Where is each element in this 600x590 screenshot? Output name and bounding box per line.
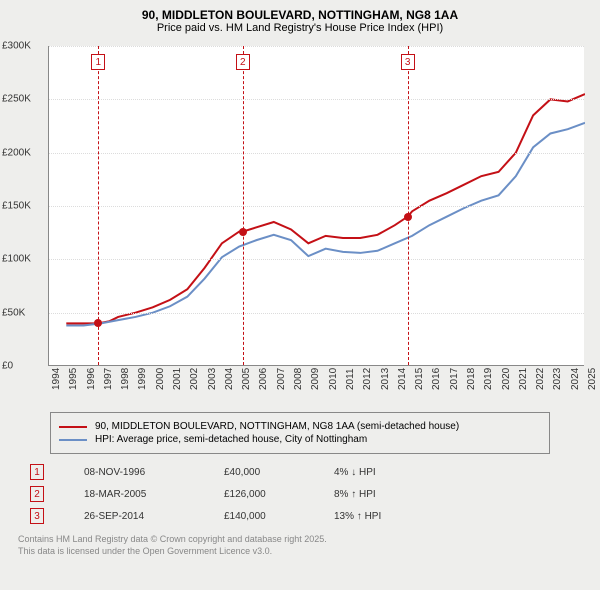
y-tick-label: £100K (2, 254, 31, 265)
sale-date: 26-SEP-2014 (84, 511, 184, 522)
sale-marker-line (243, 46, 244, 365)
legend-swatch (59, 439, 87, 441)
sale-row: 1 08-NOV-1996 £40,000 4% ↓ HPI (30, 464, 590, 480)
y-tick-label: £300K (2, 41, 31, 52)
chart-title: 90, MIDDLETON BOULEVARD, NOTTINGHAM, NG8… (10, 8, 590, 22)
gridline (49, 46, 584, 47)
sale-row: 3 26-SEP-2014 £140,000 13% ↑ HPI (30, 508, 590, 524)
sales-table: 1 08-NOV-1996 £40,000 4% ↓ HPI 2 18-MAR-2005 £… (30, 464, 590, 524)
sale-dot (404, 213, 412, 221)
footer-line1: Contains HM Land Registry data © Crown c… (18, 534, 590, 546)
sale-row-badge: 2 (30, 486, 44, 502)
chart-subtitle: Price paid vs. HM Land Registry's House … (10, 22, 590, 34)
sale-marker-line (98, 46, 99, 365)
sale-dot (94, 319, 102, 327)
legend-label: HPI: Average price, semi-detached house,… (95, 434, 367, 445)
sale-row-badge: 1 (30, 464, 44, 480)
sale-marker-badge: 2 (236, 54, 250, 70)
sale-price: £40,000 (224, 467, 294, 478)
gridline (49, 206, 584, 207)
sale-delta: 4% ↓ HPI (334, 467, 376, 478)
legend-box: 90, MIDDLETON BOULEVARD, NOTTINGHAM, NG8… (50, 412, 550, 454)
footer-line2: This data is licensed under the Open Gov… (18, 546, 590, 558)
gridline (49, 99, 584, 100)
sale-date: 08-NOV-1996 (84, 467, 184, 478)
sale-row: 2 18-MAR-2005 £126,000 8% ↑ HPI (30, 486, 590, 502)
footer: Contains HM Land Registry data © Crown c… (10, 534, 590, 557)
sale-delta: 13% ↑ HPI (334, 511, 381, 522)
y-tick-label: £0 (2, 361, 13, 372)
series-line (66, 94, 585, 323)
sale-dot (239, 228, 247, 236)
legend-item: 90, MIDDLETON BOULEVARD, NOTTINGHAM, NG8… (59, 421, 541, 432)
sale-delta: 8% ↑ HPI (334, 489, 376, 500)
x-tick-label: 2025 (587, 368, 600, 390)
sale-date: 18-MAR-2005 (84, 489, 184, 500)
sale-price: £126,000 (224, 489, 294, 500)
y-tick-label: £50K (2, 307, 25, 318)
y-tick-label: £200K (2, 147, 31, 158)
y-tick-label: £250K (2, 94, 31, 105)
legend-item: HPI: Average price, semi-detached house,… (59, 434, 541, 445)
sale-marker-line (408, 46, 409, 365)
chart-container: 123 £0£50K£100K£150K£200K£250K£300K19941… (10, 40, 590, 400)
gridline (49, 259, 584, 260)
legend-swatch (59, 426, 87, 428)
legend-label: 90, MIDDLETON BOULEVARD, NOTTINGHAM, NG8… (95, 421, 459, 432)
sale-marker-badge: 1 (91, 54, 105, 70)
sale-price: £140,000 (224, 511, 294, 522)
sale-row-badge: 3 (30, 508, 44, 524)
plot-area: 1 2 3 (48, 46, 584, 366)
gridline (49, 153, 584, 154)
y-tick-label: £150K (2, 201, 31, 212)
gridline (49, 313, 584, 314)
sale-marker-badge: 3 (401, 54, 415, 70)
